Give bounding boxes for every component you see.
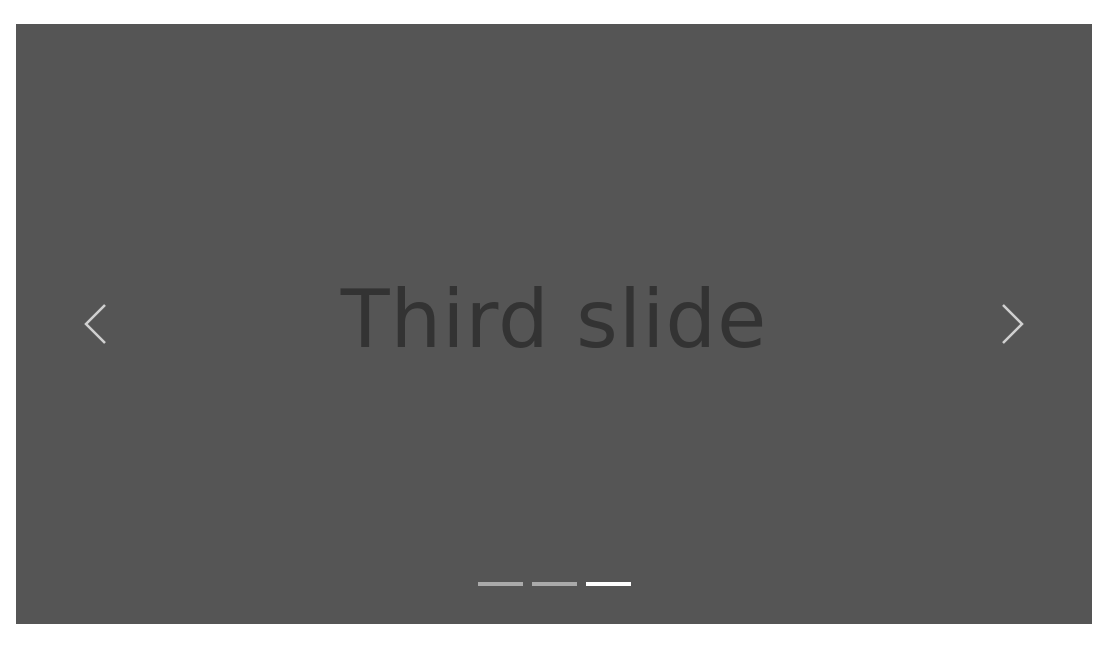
chevron-right-icon <box>999 303 1025 345</box>
chevron-left-icon <box>83 303 109 345</box>
carousel-indicators <box>16 582 1092 586</box>
carousel-slide-3: Third slide <box>16 24 1092 624</box>
indicator-slide-2[interactable] <box>531 582 577 586</box>
indicator-slide-3[interactable] <box>585 582 631 586</box>
indicator-slide-1[interactable] <box>477 582 523 586</box>
next-slide-button[interactable] <box>932 24 1092 624</box>
prev-slide-button[interactable] <box>16 24 176 624</box>
slide-label: Third slide <box>340 273 768 366</box>
carousel: Third slide <box>16 24 1092 624</box>
